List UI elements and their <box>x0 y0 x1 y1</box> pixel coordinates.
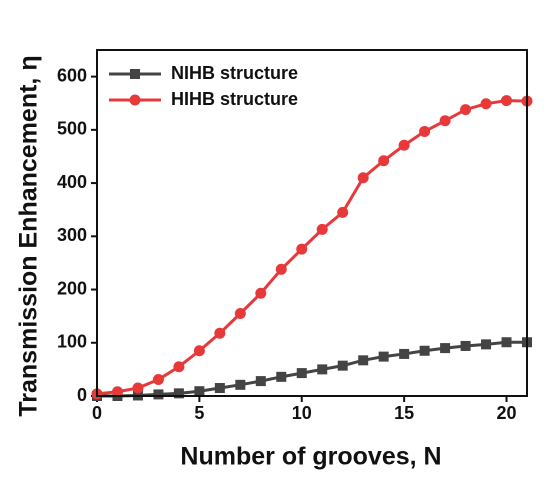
data-point <box>111 386 123 398</box>
x-tick-label: 20 <box>497 403 517 423</box>
data-point <box>235 379 246 390</box>
data-point <box>173 388 184 399</box>
data-point <box>501 95 513 107</box>
y-tick-label: 0 <box>77 385 87 405</box>
data-point <box>296 368 307 379</box>
series-line <box>96 99 528 396</box>
data-point <box>480 98 492 110</box>
data-point <box>276 371 287 382</box>
legend-label: HIHB structure <box>171 89 298 109</box>
data-point <box>501 337 512 348</box>
data-point <box>193 345 205 357</box>
legend-marker <box>130 69 140 79</box>
plot-frame <box>96 49 528 397</box>
data-point <box>460 340 471 351</box>
x-tick-label: 5 <box>194 403 204 423</box>
data-point <box>214 327 226 339</box>
data-point <box>357 172 369 184</box>
data-point <box>399 348 410 359</box>
y-tick-label: 500 <box>57 119 87 139</box>
x-tick-label: 15 <box>394 403 414 423</box>
y-tick-label: 300 <box>57 225 87 245</box>
data-point <box>275 263 287 275</box>
data-point <box>460 104 472 116</box>
data-point <box>378 351 389 362</box>
legend-label: NIHB structure <box>171 63 298 83</box>
data-point <box>317 364 328 375</box>
data-point <box>419 345 430 356</box>
y-tick-label: 400 <box>57 172 87 192</box>
data-point <box>398 139 410 151</box>
x-axis-label: Number of grooves, N <box>180 443 441 471</box>
y-tick-label: 100 <box>57 332 87 352</box>
data-point <box>296 243 308 255</box>
y-tick-label: 200 <box>57 278 87 298</box>
y-tick-label: 600 <box>57 65 87 85</box>
data-point <box>419 125 431 137</box>
data-point <box>214 383 225 394</box>
legend-marker <box>129 94 141 106</box>
data-point <box>153 389 164 400</box>
data-point <box>439 115 451 127</box>
data-point <box>234 307 246 319</box>
data-point <box>194 386 205 397</box>
y-axis-label: Transmission Enhancement, η <box>15 55 43 416</box>
data-point <box>481 339 492 350</box>
data-point <box>337 360 348 371</box>
series-line <box>97 340 527 398</box>
data-point <box>358 355 369 366</box>
data-point <box>316 223 328 235</box>
data-point <box>378 155 390 167</box>
data-point <box>152 373 164 385</box>
data-point <box>255 376 266 387</box>
data-point <box>255 287 267 299</box>
data-point <box>440 343 451 354</box>
data-point <box>132 382 144 394</box>
data-point <box>337 206 349 218</box>
data-point <box>173 361 185 373</box>
x-tick-label: 0 <box>92 403 102 423</box>
x-tick-label: 10 <box>292 403 312 423</box>
